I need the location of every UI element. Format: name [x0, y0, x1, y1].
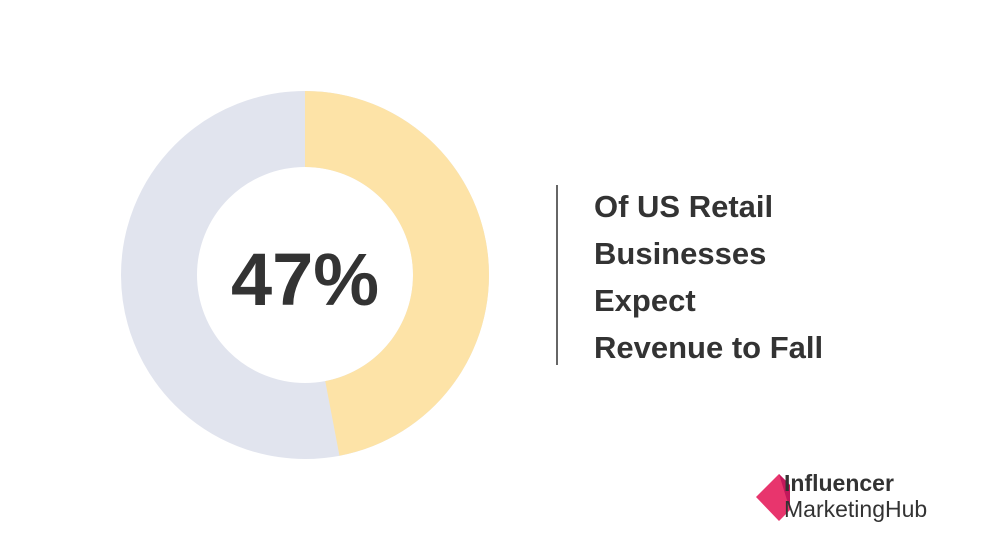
donut-segment: [305, 91, 489, 456]
logo-icon-shade: [779, 474, 790, 510]
logo-text: Influencer: [784, 470, 894, 496]
logo-icon: [756, 474, 790, 521]
caption-line: Expect: [594, 283, 696, 318]
logo: Influencer MarketingHub: [756, 470, 927, 522]
center-label: 47%: [231, 238, 379, 321]
caption: Of US Retail Businesses Expect Revenue t…: [594, 189, 823, 365]
caption-line: Businesses: [594, 236, 766, 271]
caption-line: Of US Retail: [594, 189, 773, 224]
logo-text: MarketingHub: [784, 496, 927, 522]
caption-line: Revenue to Fall: [594, 330, 823, 365]
